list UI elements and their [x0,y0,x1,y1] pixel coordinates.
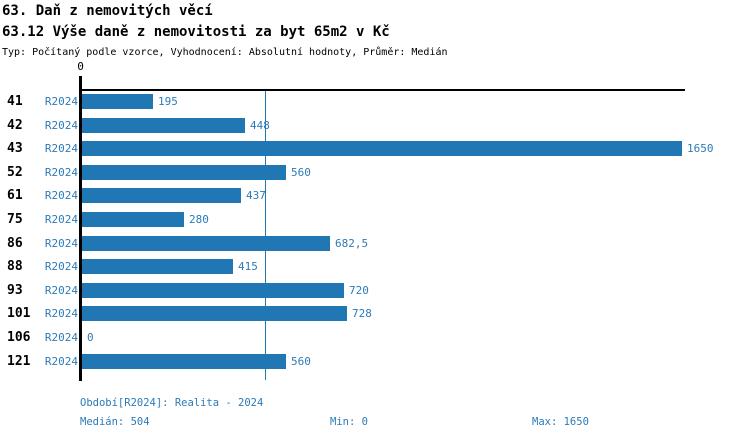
row-series-label: R2024 [44,260,78,273]
row-category-label: 42 [7,118,23,133]
value-bar [82,141,682,156]
chart-row: 75 R2024 280 [0,212,750,227]
chart-row: 61 R2024 437 [0,188,750,203]
median-line [265,91,266,380]
value-bar [82,212,184,227]
bar-value-label: 448 [250,119,270,132]
chart-row: 101 R2024 728 [0,306,750,321]
value-bar [82,259,233,274]
row-series-label: R2024 [44,307,78,320]
row-category-label: 121 [7,354,31,369]
chart-row: 93 R2024 720 [0,283,750,298]
chart-row: 106 R2024 0 [0,330,750,345]
chart-subtitle: 63.12 Výše daně z nemovitosti za byt 65m… [2,24,390,40]
bar-value-label: 415 [238,260,258,273]
row-category-label: 61 [7,188,23,203]
value-bar [82,236,330,251]
row-series-label: R2024 [44,213,78,226]
row-category-label: 86 [7,236,23,251]
row-category-label: 43 [7,141,23,156]
bar-value-label: 560 [291,355,311,368]
value-bar [82,354,286,369]
value-bar [82,306,347,321]
value-bar [82,165,286,180]
bar-value-label: 0 [87,331,94,344]
row-category-label: 75 [7,212,23,227]
chart-row: 121 R2024 560 [0,354,750,369]
page-title: 63. Daň z nemovitých věcí [2,3,213,19]
bar-value-label: 560 [291,166,311,179]
value-bar [82,188,241,203]
row-category-label: 93 [7,283,23,298]
row-series-label: R2024 [44,119,78,132]
chart-row: 52 R2024 560 [0,165,750,180]
row-series-label: R2024 [44,142,78,155]
y-axis-line [79,76,82,381]
row-category-label: 88 [7,259,23,274]
bar-value-label: 195 [158,95,178,108]
bar-value-label: 728 [352,307,372,320]
value-bar [82,94,153,109]
row-series-label: R2024 [44,95,78,108]
x-axis-zero-tick-label: 0 [77,60,84,73]
footer-period-label: Období[R2024]: Realita - 2024 [80,397,264,409]
bar-value-label: 720 [349,284,369,297]
x-axis-line [79,89,685,91]
value-bar [82,118,245,133]
row-series-label: R2024 [44,166,78,179]
row-series-label: R2024 [44,331,78,344]
chart-row: 43 R2024 1650 [0,141,750,156]
chart-row: 41 R2024 195 [0,94,750,109]
row-series-label: R2024 [44,237,78,250]
footer-max-label: Max: 1650 [532,416,589,428]
row-category-label: 101 [7,306,31,321]
chart-meta-info: Typ: Počítaný podle vzorce, Vyhodnocení:… [2,47,448,58]
row-series-label: R2024 [44,355,78,368]
row-series-label: R2024 [44,189,78,202]
row-category-label: 41 [7,94,23,109]
chart-row: 42 R2024 448 [0,118,750,133]
bar-value-label: 437 [246,189,266,202]
row-series-label: R2024 [44,284,78,297]
footer-median-label: Medián: 504 [80,416,150,428]
row-category-label: 106 [7,330,31,345]
chart-row: 88 R2024 415 [0,259,750,274]
bar-value-label: 1650 [687,142,714,155]
chart-row: 86 R2024 682,5 [0,236,750,251]
bar-value-label: 682,5 [335,237,369,250]
bar-value-label: 280 [189,213,209,226]
value-bar [82,283,344,298]
row-category-label: 52 [7,165,23,180]
footer-min-label: Min: 0 [330,416,368,428]
